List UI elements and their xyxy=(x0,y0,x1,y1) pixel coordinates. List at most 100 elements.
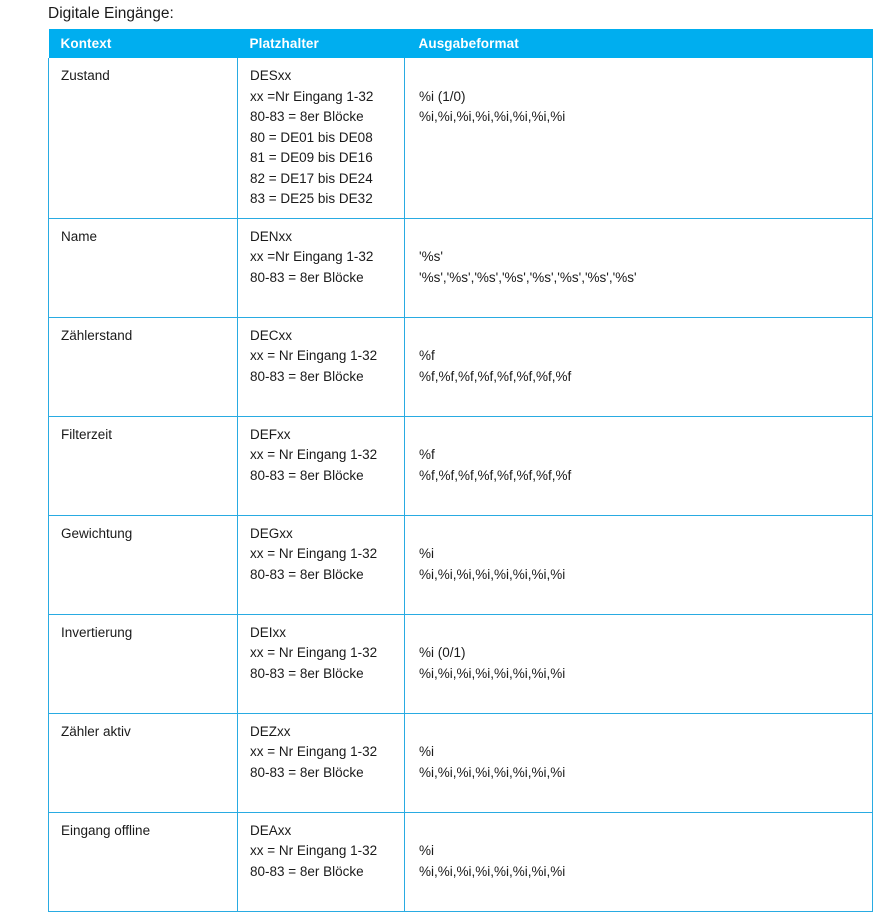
column-header-platzhalter: Platzhalter xyxy=(237,29,405,58)
ausgabeformat-spacer xyxy=(419,227,866,248)
page-title: Digitale Eingänge: xyxy=(48,5,174,22)
platzhalter-lines: DEIxx xx = Nr Eingang 1-32 80-83 = 8er Blö… xyxy=(250,623,398,705)
cell-ausgabeformat: %f %f,%f,%f,%f,%f,%f,%f,%f xyxy=(404,317,873,417)
ausgabeformat-spacer xyxy=(419,66,866,87)
kontext-label: Gewichtung xyxy=(61,525,133,541)
ausgabeformat-lines: '%s' '%s','%s','%s','%s','%s','%s','%s','… xyxy=(419,227,866,309)
cell-platzhalter: DEIxx xx = Nr Eingang 1-32 80-83 = 8er Blö… xyxy=(237,614,405,714)
cell-ausgabeformat: %i (0/1) %i,%i,%i,%i,%i,%i,%i,%i xyxy=(404,614,873,714)
platzhalter-lines: DEZxx xx = Nr Eingang 1-32 80-83 = 8er Blö… xyxy=(250,722,398,804)
cell-ausgabeformat: %i %i,%i,%i,%i,%i,%i,%i,%i xyxy=(404,713,873,813)
ausgabeformat-lines: %f %f,%f,%f,%f,%f,%f,%f,%f xyxy=(419,326,866,408)
kontext-label: Eingang offline xyxy=(61,822,151,838)
kontext-label: Invertierung xyxy=(61,624,133,640)
platzhalter-line: 80-83 = 8er Blöcke xyxy=(250,109,364,124)
kontext-label: Filterzeit xyxy=(61,426,113,442)
row-bottom-spacer xyxy=(419,585,866,606)
platzhalter-line: DEAxx xyxy=(250,822,292,838)
cell-platzhalter: DEFxx xx = Nr Eingang 1-32 80-83 = 8er Blö… xyxy=(237,416,405,516)
document-page: Digitale Eingänge: Kontext Platzhalter A… xyxy=(48,5,873,912)
row-bottom-spacer xyxy=(419,882,866,903)
cell-kontext: Zustand xyxy=(48,58,238,219)
kontext-label: Zählerstand xyxy=(61,327,133,343)
platzhalter-line: 80-83 = 8er Blöcke xyxy=(250,269,364,285)
ausgabeformat-line: %f xyxy=(419,348,435,363)
ausgabeformat-spacer xyxy=(419,722,866,743)
ausgabeformat-lines: %i (1/0) %i,%i,%i,%i,%i,%i,%i,%i xyxy=(419,66,866,210)
row-bottom-spacer xyxy=(419,783,866,804)
digital-inputs-table: Kontext Platzhalter Ausgabeformat Zustan… xyxy=(48,29,873,912)
platzhalter-lines: DEAxx xx = Nr Eingang 1-32 80-83 = 8er Blö… xyxy=(250,821,398,903)
ausgabeformat-spacer xyxy=(419,821,866,842)
ausgabeformat-line: %i (0/1) xyxy=(419,645,466,660)
platzhalter-lines: DECxx xx = Nr Eingang 1-32 80-83 = 8er Blö… xyxy=(250,326,398,408)
platzhalter-line: 83 = DE25 bis DE32 xyxy=(250,191,373,206)
ausgabeformat-lines: %f %f,%f,%f,%f,%f,%f,%f,%f xyxy=(419,425,866,507)
cell-platzhalter: DECxx xx = Nr Eingang 1-32 80-83 = 8er Blö… xyxy=(237,317,405,417)
ausgabeformat-lines: %i (0/1) %i,%i,%i,%i,%i,%i,%i,%i xyxy=(419,623,866,705)
ausgabeformat-spacer xyxy=(419,128,866,149)
table-row: Zähler aktiv DEZxx xx = Nr Eingang 1-32 80-… xyxy=(48,713,873,813)
ausgabeformat-line: %i xyxy=(419,843,435,858)
ausgabeformat-lines: %i %i,%i,%i,%i,%i,%i,%i,%i xyxy=(419,722,866,804)
platzhalter-line: xx =Nr Eingang 1-32 xyxy=(250,88,374,104)
ausgabeformat-line: %i (1/0) xyxy=(419,88,466,104)
table-row: Zählerstand DECxx xx = Nr Eingang 1-32 80-8… xyxy=(48,317,873,417)
row-bottom-spacer xyxy=(419,684,866,705)
column-header-kontext: Kontext xyxy=(48,29,238,58)
ausgabeformat-line: %i,%i,%i,%i,%i,%i,%i,%i xyxy=(419,764,566,780)
ausgabeformat-line: %f,%f,%f,%f,%f,%f,%f,%f xyxy=(419,368,572,384)
row-bottom-spacer xyxy=(419,288,866,309)
row-bottom-spacer xyxy=(250,882,398,903)
cell-kontext: Gewichtung xyxy=(48,515,238,615)
ausgabeformat-spacer xyxy=(419,623,866,644)
platzhalter-line: 81 = DE09 bis DE16 xyxy=(250,150,373,165)
cell-platzhalter: DEZxx xx = Nr Eingang 1-32 80-83 = 8er Blö… xyxy=(237,713,405,813)
platzhalter-line: 80-83 = 8er Blöcke xyxy=(250,863,364,879)
row-bottom-spacer xyxy=(250,783,398,804)
platzhalter-line: xx = Nr Eingang 1-32 xyxy=(250,645,378,660)
cell-platzhalter: DESxx xx =Nr Eingang 1-32 80-83 = 8er Blöc… xyxy=(237,58,405,219)
row-bottom-spacer xyxy=(419,486,866,507)
platzhalter-line: DECxx xyxy=(250,327,293,343)
cell-ausgabeformat: '%s' '%s','%s','%s','%s','%s','%s','%s','… xyxy=(404,218,873,318)
platzhalter-lines: DESxx xx =Nr Eingang 1-32 80-83 = 8er Blöc… xyxy=(250,66,398,210)
platzhalter-line: xx = Nr Eingang 1-32 xyxy=(250,348,378,363)
ausgabeformat-line: %i xyxy=(419,546,435,561)
ausgabeformat-line: %i,%i,%i,%i,%i,%i,%i,%i xyxy=(419,863,566,879)
platzhalter-line: 80 = DE01 bis DE08 xyxy=(250,129,373,145)
ausgabeformat-line: '%s' xyxy=(419,249,443,264)
platzhalter-line: 80-83 = 8er Blöcke xyxy=(250,467,364,483)
table-row: Filterzeit DEFxx xx = Nr Eingang 1-32 80-83… xyxy=(48,416,873,516)
platzhalter-line: DEIxx xyxy=(250,624,287,640)
cell-kontext: Eingang offline xyxy=(48,812,238,912)
platzhalter-line: DEGxx xyxy=(250,525,293,541)
cell-platzhalter: DENxx xx =Nr Eingang 1-32 80-83 = 8er Blöc… xyxy=(237,218,405,318)
platzhalter-line: 80-83 = 8er Blöcke xyxy=(250,368,364,384)
platzhalter-line: 80-83 = 8er Blöcke xyxy=(250,665,364,681)
cell-kontext: Zählerstand xyxy=(48,317,238,417)
platzhalter-line: DENxx xyxy=(250,228,293,244)
table-header: Kontext Platzhalter Ausgabeformat xyxy=(48,29,873,58)
ausgabeformat-spacer xyxy=(419,148,866,169)
ausgabeformat-spacer xyxy=(419,169,866,190)
table-header-row: Kontext Platzhalter Ausgabeformat xyxy=(48,29,873,58)
platzhalter-line: DESxx xyxy=(250,68,292,83)
cell-kontext: Name xyxy=(48,218,238,318)
platzhalter-line: xx = Nr Eingang 1-32 xyxy=(250,447,378,462)
platzhalter-line: DEFxx xyxy=(250,426,291,442)
table-row: Name DENxx xx =Nr Eingang 1-32 80-83 = 8er … xyxy=(48,218,873,318)
platzhalter-lines: DEFxx xx = Nr Eingang 1-32 80-83 = 8er Blö… xyxy=(250,425,398,507)
kontext-label: Zustand xyxy=(61,68,110,83)
kontext-label: Zähler aktiv xyxy=(61,723,131,739)
ausgabeformat-line: '%s','%s','%s','%s','%s','%s','%s','%s' xyxy=(419,269,637,285)
table-row: Eingang offline DEAxx xx = Nr Eingang 1-32… xyxy=(48,812,873,912)
row-bottom-spacer xyxy=(250,288,398,309)
table-row: Gewichtung DEGxx xx = Nr Eingang 1-32 80-83… xyxy=(48,515,873,615)
kontext-label: Name xyxy=(61,228,98,244)
ausgabeformat-spacer xyxy=(419,524,866,545)
platzhalter-line: 80-83 = 8er Blöcke xyxy=(250,566,364,582)
ausgabeformat-line: %i,%i,%i,%i,%i,%i,%i,%i xyxy=(419,109,566,124)
row-bottom-spacer xyxy=(250,684,398,705)
ausgabeformat-line: %i xyxy=(419,744,435,759)
